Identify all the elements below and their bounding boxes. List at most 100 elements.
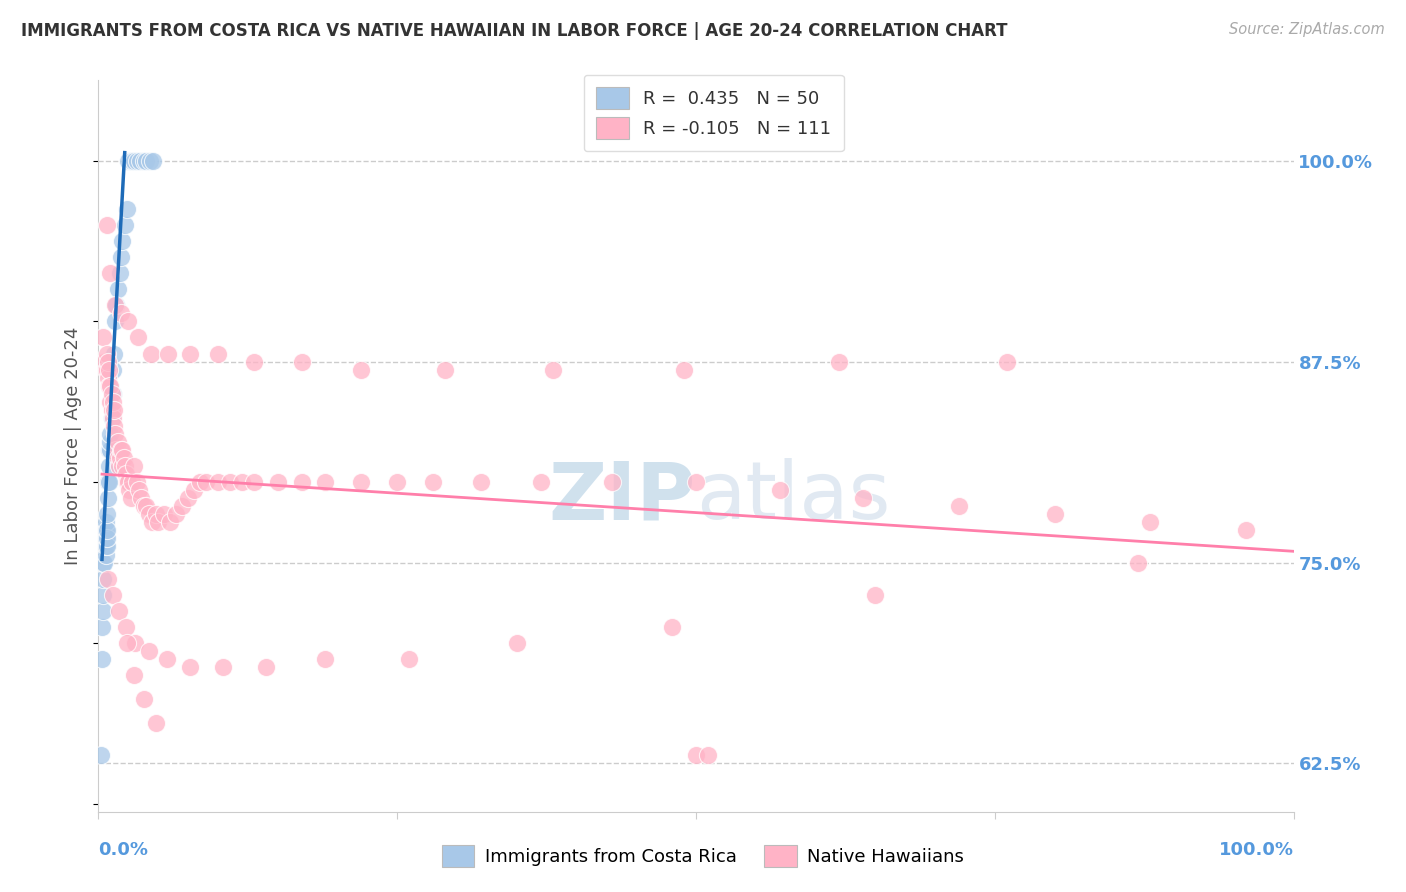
Point xyxy=(1043,508,1066,522)
Point xyxy=(129,153,152,168)
Point xyxy=(100,402,122,417)
Point xyxy=(602,475,624,490)
Point xyxy=(98,426,122,441)
Point xyxy=(97,354,120,368)
Point xyxy=(91,330,114,344)
Point xyxy=(98,475,121,490)
Point xyxy=(291,475,314,490)
Text: IMMIGRANTS FROM COSTA RICA VS NATIVE HAWAIIAN IN LABOR FORCE | AGE 20-24 CORRELA: IMMIGRANTS FROM COSTA RICA VS NATIVE HAW… xyxy=(21,22,1008,40)
Point xyxy=(434,362,457,376)
Point xyxy=(291,354,314,368)
Point xyxy=(93,524,115,538)
Point xyxy=(96,362,118,376)
Point xyxy=(661,620,683,634)
Point xyxy=(159,516,181,530)
Point xyxy=(101,410,124,425)
Point xyxy=(107,604,129,618)
Point xyxy=(100,410,122,425)
Point xyxy=(98,443,122,458)
Point xyxy=(172,500,194,514)
Point xyxy=(207,346,229,360)
Point xyxy=(93,540,115,554)
Point xyxy=(385,475,409,490)
Point xyxy=(183,483,205,498)
Point xyxy=(673,362,696,376)
Point xyxy=(101,362,124,376)
Point xyxy=(124,636,146,650)
Point xyxy=(131,491,153,506)
Text: 100.0%: 100.0% xyxy=(1219,841,1294,859)
Point xyxy=(121,475,143,490)
Point xyxy=(98,459,121,474)
Point xyxy=(115,202,138,216)
Point xyxy=(142,153,165,168)
Point xyxy=(145,716,167,731)
Point xyxy=(104,426,127,441)
Point xyxy=(104,298,127,312)
Point xyxy=(350,475,373,490)
Point xyxy=(94,532,117,546)
Point xyxy=(768,483,790,498)
Point xyxy=(139,346,162,360)
Text: atlas: atlas xyxy=(696,458,890,536)
Point xyxy=(138,644,160,658)
Point xyxy=(120,491,142,506)
Point xyxy=(111,234,134,248)
Point xyxy=(135,500,157,514)
Point xyxy=(96,218,118,232)
Point xyxy=(94,524,117,538)
Point xyxy=(98,443,121,458)
Point xyxy=(541,362,564,376)
Point xyxy=(243,354,266,368)
Point xyxy=(145,508,167,522)
Point xyxy=(1128,556,1150,570)
Point xyxy=(104,314,127,328)
Point xyxy=(315,652,337,666)
Point xyxy=(139,153,162,168)
Point xyxy=(107,282,129,296)
Point xyxy=(132,692,155,706)
Point xyxy=(97,370,120,384)
Point xyxy=(96,524,118,538)
Point xyxy=(101,386,124,401)
Point xyxy=(1139,516,1161,530)
Point xyxy=(115,467,138,482)
Point xyxy=(948,500,970,514)
Point xyxy=(98,266,122,280)
Point xyxy=(117,314,139,328)
Point xyxy=(179,660,201,674)
Point xyxy=(148,516,170,530)
Point xyxy=(207,475,229,490)
Point xyxy=(865,588,887,602)
Point xyxy=(111,459,134,474)
Point xyxy=(231,475,253,490)
Point xyxy=(110,443,132,458)
Point xyxy=(93,556,115,570)
Point xyxy=(108,266,131,280)
Point xyxy=(98,378,121,392)
Point xyxy=(685,748,707,763)
Point xyxy=(96,532,118,546)
Point xyxy=(91,588,114,602)
Point xyxy=(107,434,129,449)
Point xyxy=(101,588,124,602)
Point xyxy=(115,636,138,650)
Point xyxy=(243,475,266,490)
Point xyxy=(254,660,277,674)
Point xyxy=(530,475,553,490)
Point xyxy=(128,483,150,498)
Point xyxy=(91,652,114,666)
Point xyxy=(188,475,211,490)
Point xyxy=(100,386,122,401)
Text: 0.0%: 0.0% xyxy=(98,841,149,859)
Point xyxy=(177,491,200,506)
Point xyxy=(132,500,155,514)
Point xyxy=(125,153,148,168)
Point xyxy=(94,516,117,530)
Point xyxy=(195,475,218,490)
Point xyxy=(103,402,125,417)
Point xyxy=(105,443,128,458)
Point xyxy=(135,153,157,168)
Point xyxy=(219,475,242,490)
Point xyxy=(105,298,128,312)
